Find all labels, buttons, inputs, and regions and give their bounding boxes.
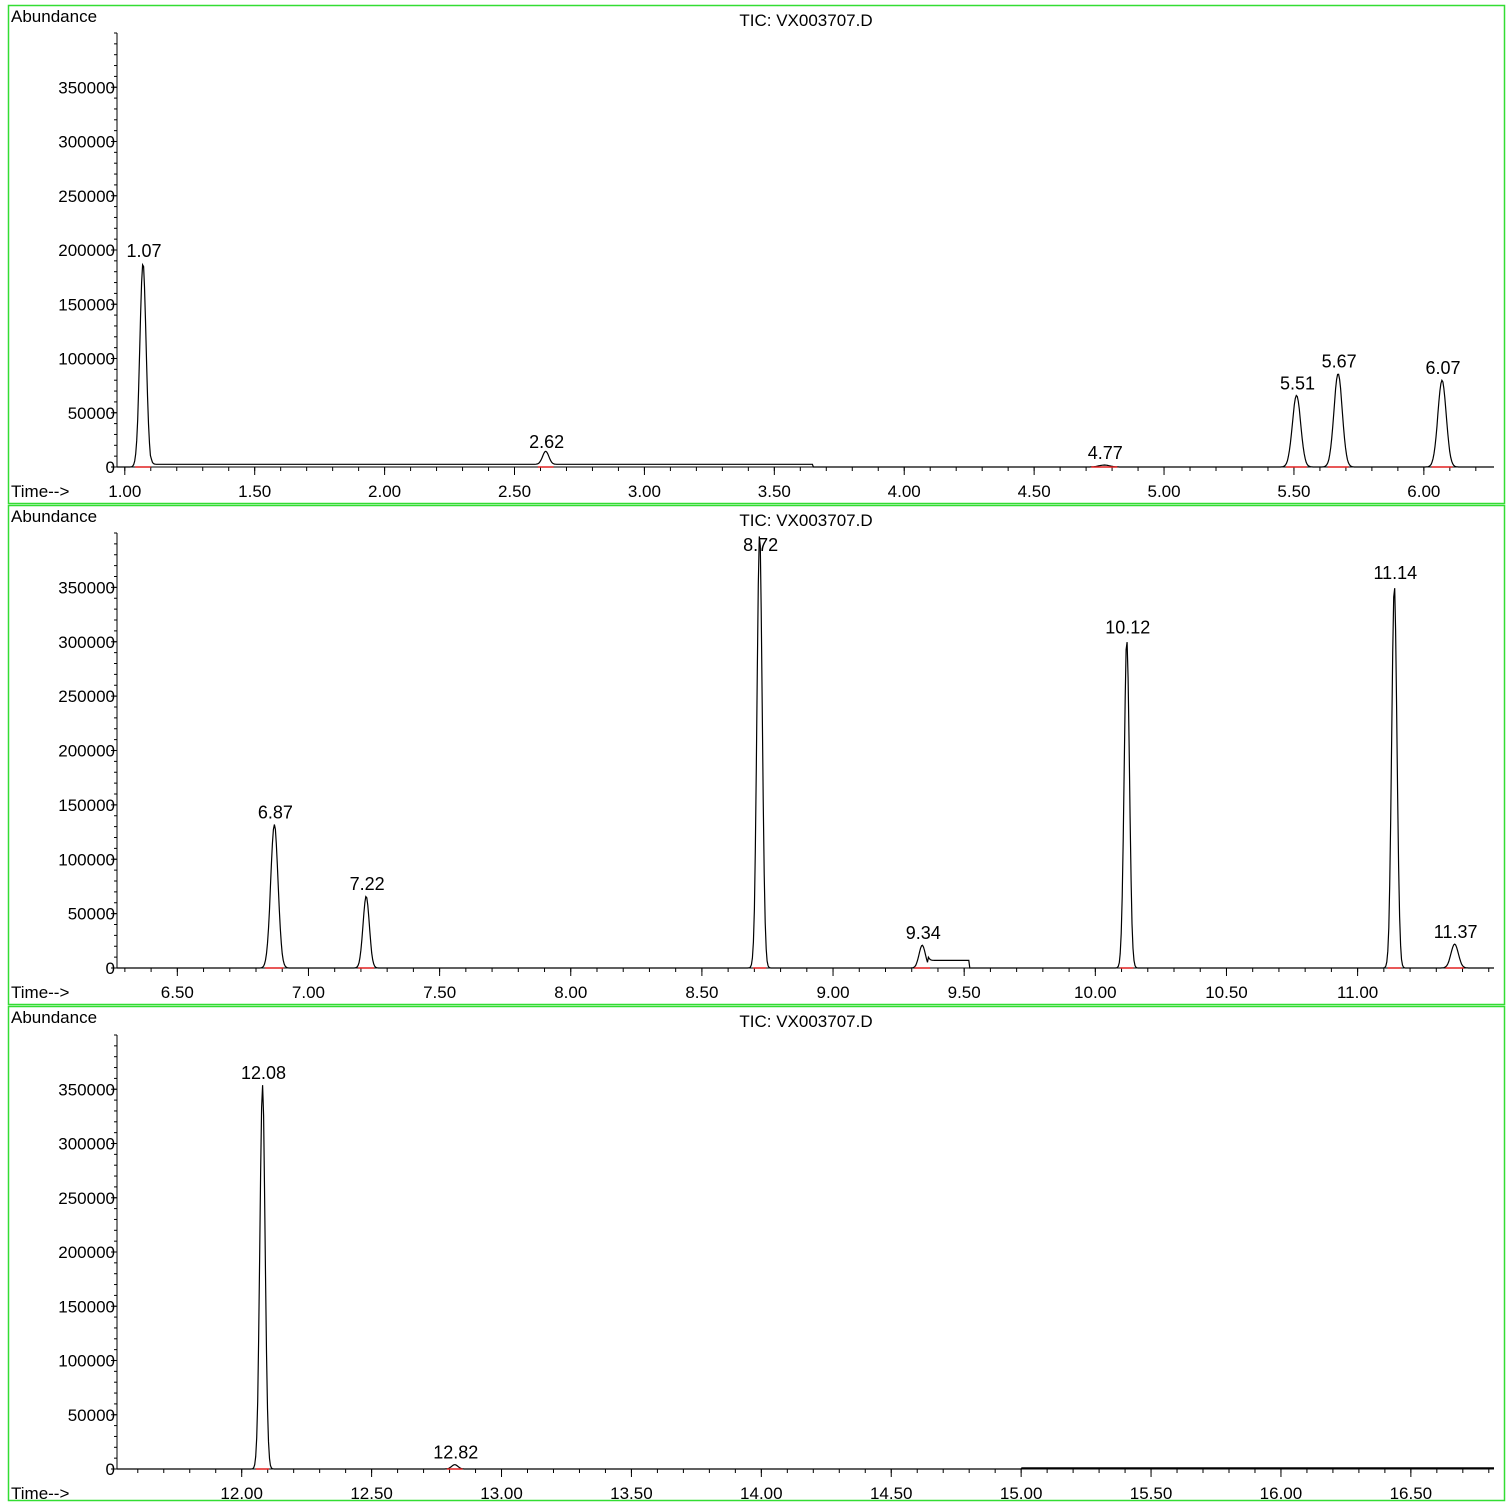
- x-tick-label: 11.00: [1337, 983, 1378, 1002]
- y-tick-label: 50000: [68, 905, 115, 924]
- y-tick-label: 350000: [58, 578, 115, 597]
- panel-frame: [7, 4, 1506, 505]
- x-tick-label: 12.50: [350, 1484, 393, 1503]
- x-tick-label: 3.00: [628, 482, 661, 501]
- peak-label: 12.82: [433, 1443, 478, 1463]
- y-tick-label: 150000: [58, 1297, 115, 1316]
- y-axis-label: Abundance: [11, 1008, 97, 1027]
- y-tick-label: 100000: [58, 350, 115, 369]
- peak-label: 8.72: [743, 535, 778, 555]
- peak-label: 2.62: [529, 432, 564, 452]
- x-tick-label: 9.50: [948, 983, 981, 1002]
- peak-label: 5.51: [1280, 373, 1315, 393]
- y-tick-label: 300000: [58, 633, 115, 652]
- chart-title: TIC: VX003707.D: [739, 511, 872, 530]
- y-tick-label: 250000: [58, 687, 115, 706]
- x-axis-label: Time-->: [11, 1484, 69, 1503]
- peak-label: 5.67: [1322, 352, 1357, 372]
- peak-label: 4.77: [1088, 443, 1123, 463]
- y-tick-label: 250000: [58, 1189, 115, 1208]
- y-tick-label: 0: [106, 458, 115, 477]
- chart-title: TIC: VX003707.D: [739, 11, 872, 30]
- x-tick-label: 9.00: [816, 983, 849, 1002]
- x-tick-label: 2.50: [498, 482, 531, 501]
- x-tick-label: 6.50: [161, 983, 194, 1002]
- x-tick-label: 1.00: [108, 482, 141, 501]
- peak-label: 7.22: [350, 874, 385, 894]
- x-tick-label: 16.50: [1390, 1484, 1433, 1503]
- x-tick-label: 12.00: [220, 1484, 263, 1503]
- y-tick-label: 200000: [58, 241, 115, 260]
- chart-title: TIC: VX003707.D: [739, 1012, 872, 1031]
- y-tick-label: 300000: [58, 1135, 115, 1154]
- x-tick-label: 6.00: [1407, 482, 1440, 501]
- x-tick-label: 8.50: [685, 983, 718, 1002]
- panel-frame: [7, 1005, 1506, 1502]
- x-tick-label: 16.00: [1260, 1484, 1303, 1503]
- y-tick-label: 0: [106, 1460, 115, 1479]
- x-tick-label: 10.00: [1074, 983, 1117, 1002]
- y-tick-label: 100000: [58, 1352, 115, 1371]
- y-axis-label: Abundance: [11, 507, 97, 526]
- y-tick-label: 0: [106, 959, 115, 978]
- y-tick-label: 200000: [58, 1243, 115, 1262]
- y-tick-label: 50000: [68, 1406, 115, 1425]
- x-axis-label: Time-->: [11, 983, 69, 1002]
- x-tick-label: 7.00: [292, 983, 325, 1002]
- y-tick-label: 150000: [58, 295, 115, 314]
- x-tick-label: 1.50: [238, 482, 271, 501]
- y-tick-label: 250000: [58, 187, 115, 206]
- x-tick-label: 15.00: [1000, 1484, 1043, 1503]
- x-tick-label: 3.50: [758, 482, 791, 501]
- chart-panel-3: Abundance TIC: VX003707.D Time--> 0 50000 100…: [7, 1005, 1506, 1503]
- peak-label: 9.34: [906, 923, 941, 943]
- x-tick-label: 10.50: [1205, 983, 1248, 1002]
- y-axis-label: Abundance: [11, 7, 97, 26]
- peak-label: 12.08: [241, 1063, 286, 1083]
- x-tick-label: 15.50: [1130, 1484, 1173, 1503]
- panel-frame: [7, 504, 1506, 1006]
- chart-panel-2: Abundance TIC: VX003707.D Time--> 0 50000 100…: [7, 504, 1506, 1006]
- peak-label: 6.87: [258, 802, 293, 822]
- y-tick-label: 350000: [58, 78, 115, 97]
- x-tick-label: 14.50: [870, 1484, 913, 1503]
- x-tick-label: 13.00: [480, 1484, 523, 1503]
- x-tick-label: 14.00: [740, 1484, 783, 1503]
- y-tick-label: 200000: [58, 742, 115, 761]
- x-axis-label: Time-->: [11, 482, 69, 501]
- peak-label: 11.37: [1434, 922, 1478, 942]
- y-tick-label: 350000: [58, 1080, 115, 1099]
- y-tick-label: 150000: [58, 796, 115, 815]
- peak-label: 1.07: [126, 241, 161, 261]
- x-tick-label: 4.50: [1018, 482, 1051, 501]
- tic-trace: [117, 1085, 1494, 1470]
- x-tick-label: 4.00: [888, 482, 921, 501]
- x-tick-label: 8.00: [554, 983, 587, 1002]
- y-tick-label: 50000: [68, 404, 115, 423]
- y-tick-label: 300000: [58, 133, 115, 152]
- x-tick-label: 7.50: [423, 983, 456, 1002]
- y-tick-label: 100000: [58, 850, 115, 869]
- tic-trace: [117, 536, 1494, 969]
- x-tick-label: 2.00: [368, 482, 401, 501]
- x-tick-label: 5.50: [1277, 482, 1310, 501]
- peak-label: 11.14: [1373, 563, 1417, 583]
- peak-label: 10.12: [1105, 618, 1150, 638]
- tic-trace: [117, 262, 1494, 468]
- peak-label: 6.07: [1426, 358, 1461, 378]
- chart-panel-1: Abundance TIC: VX003707.D Time--> 0 50000 100…: [7, 4, 1506, 505]
- x-tick-label: 13.50: [610, 1484, 653, 1503]
- x-tick-label: 5.00: [1147, 482, 1180, 501]
